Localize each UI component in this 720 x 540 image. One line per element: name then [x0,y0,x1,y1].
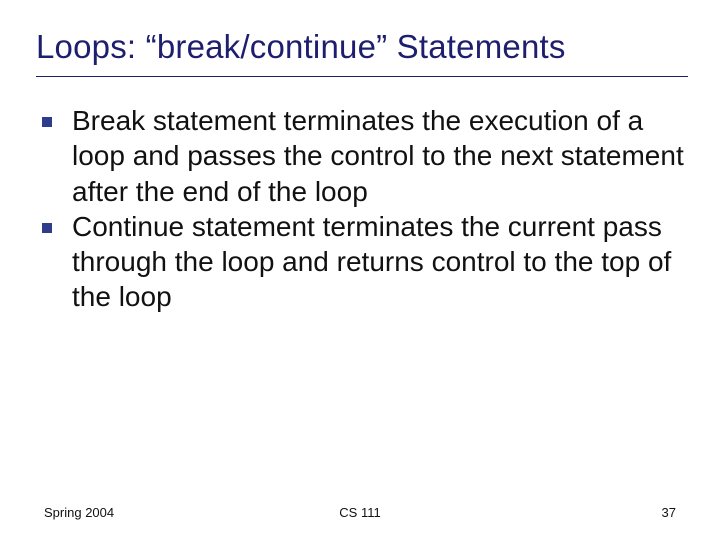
slide: Loops: “break/continue” Statements Break… [0,0,720,540]
footer-left: Spring 2004 [44,505,114,520]
slide-title: Loops: “break/continue” Statements [36,28,688,77]
bullet-item: Break statement terminates the execution… [42,103,688,209]
footer-center: CS 111 [339,505,380,520]
strong-term: Break [72,105,145,136]
slide-footer: Spring 2004 CS 111 37 [44,505,676,520]
bullet-text: Continue statement terminates the curren… [72,209,688,315]
slide-body: Break statement terminates the execution… [36,103,688,315]
footer-right: 37 [662,505,676,520]
square-bullet-icon [42,117,52,127]
square-bullet-icon [42,223,52,233]
bullet-item: Continue statement terminates the curren… [42,209,688,315]
bullet-text: Break statement terminates the execution… [72,103,688,209]
strong-term: Continue [72,211,184,242]
